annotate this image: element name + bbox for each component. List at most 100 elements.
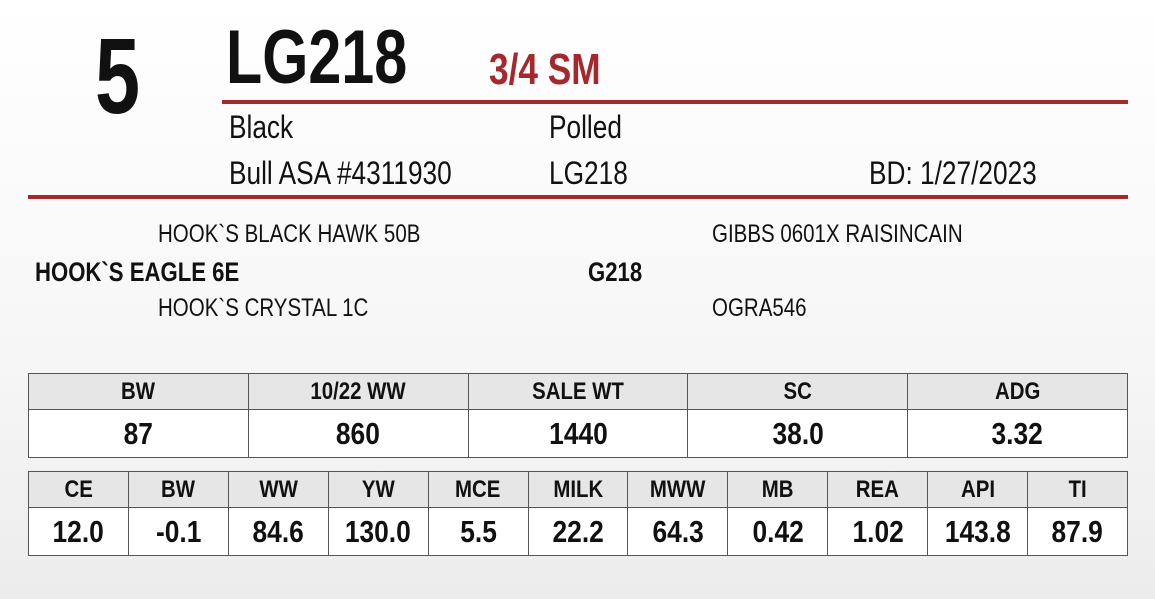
horn-text: Polled	[549, 109, 622, 145]
value-text: 143.8	[944, 513, 1011, 549]
value-cell: 0.42	[727, 507, 829, 556]
value-cell: 860	[247, 409, 469, 458]
value-text: 860	[336, 415, 381, 451]
animal-id: LG218	[226, 20, 458, 96]
value-cell: 143.8	[927, 507, 1029, 556]
value-cell: 1.02	[827, 507, 929, 556]
header-cell: SALE WT	[467, 373, 689, 410]
value-text: 84.6	[252, 513, 304, 549]
tattoo-text: LG218	[549, 155, 628, 191]
value-text: 130.0	[345, 513, 412, 549]
header-cell: REA	[827, 471, 929, 508]
header-text: ADG	[994, 377, 1041, 405]
value-text: 22.2	[552, 513, 604, 549]
registration: Bull ASA #4311930	[229, 155, 501, 191]
dam-dam-text: OGRA546	[712, 294, 807, 322]
dam-sire: GIBBS 0601X RAISINCAIN	[712, 220, 1018, 249]
dam-text: G218	[588, 257, 643, 287]
header-cell: TI	[1027, 471, 1128, 508]
sire: HOOK`S EAGLE 6E	[35, 257, 284, 288]
divider	[28, 195, 1128, 199]
header-text: MB	[761, 475, 794, 503]
header-text: TI	[1068, 475, 1087, 503]
header-cell: BW	[127, 471, 229, 508]
header-cell: 10/22 WW	[247, 373, 469, 410]
header-text: BW	[161, 475, 196, 503]
lot-number-text: 5	[95, 15, 141, 136]
header-text: BW	[121, 377, 156, 405]
header-cell: MB	[727, 471, 829, 508]
divider	[222, 100, 1128, 104]
value-cell: -0.1	[127, 507, 229, 556]
header-row: CE BW WW YW MCE MILK MWW MB REA API TI	[28, 471, 1128, 508]
value-cell: 130.0	[327, 507, 429, 556]
header-text: YW	[361, 475, 395, 503]
sire-sire: HOOK`S BLACK HAWK 50B	[158, 220, 478, 249]
header-text: SC	[783, 377, 812, 405]
lot-number: 5	[95, 22, 155, 130]
sire-sire-text: HOOK`S BLACK HAWK 50B	[158, 220, 421, 248]
value-cell: 87.9	[1027, 507, 1128, 556]
header-cell: MCE	[427, 471, 529, 508]
header-cell: YW	[327, 471, 429, 508]
header-text: CE	[64, 475, 93, 503]
header-text: MCE	[455, 475, 501, 503]
header-cell: SC	[687, 373, 909, 410]
value-cell: 5.5	[427, 507, 529, 556]
value-text: 3.32	[991, 415, 1044, 451]
header-text: MWW	[650, 475, 706, 503]
value-text: 87	[123, 415, 154, 451]
value-text: 1440	[548, 415, 608, 451]
dam-sire-text: GIBBS 0601X RAISINCAIN	[712, 220, 963, 248]
header-text: 10/22 WW	[310, 377, 406, 405]
value-row: 87 860 1440 38.0 3.32	[28, 409, 1128, 458]
header-text: REA	[856, 475, 900, 503]
value-text: 64.3	[652, 513, 704, 549]
birth-date: BD: 1/27/2023	[869, 155, 1074, 191]
value-cell: 22.2	[527, 507, 629, 556]
performance-table: BW 10/22 WW SALE WT SC ADG 87 860 1440 38.0 3.32	[28, 373, 1128, 458]
dam: G218	[588, 257, 654, 288]
sire-dam: HOOK`S CRYSTAL 1C	[158, 294, 415, 323]
value-cell: 1440	[467, 409, 689, 458]
sire-text: HOOK`S EAGLE 6E	[35, 257, 240, 287]
header-cell: MWW	[627, 471, 729, 508]
header-cell: CE	[28, 471, 129, 508]
header-row: BW 10/22 WW SALE WT SC ADG	[28, 373, 1128, 410]
registration-text: Bull ASA #4311930	[229, 155, 452, 191]
dam-dam: OGRA546	[712, 294, 827, 323]
animal-id-text: LG218	[226, 15, 408, 100]
value-cell: 87	[28, 409, 249, 458]
breed-text: 3/4 SM	[489, 45, 601, 94]
value-cell: 3.32	[907, 409, 1128, 458]
breed: 3/4 SM	[489, 48, 628, 92]
value-cell: 38.0	[687, 409, 909, 458]
header-text: SALE WT	[532, 377, 624, 405]
birth-date-text: BD: 1/27/2023	[869, 155, 1037, 191]
header-cell: ADG	[907, 373, 1128, 410]
value-text: 12.0	[52, 513, 105, 549]
header-cell: BW	[28, 373, 249, 410]
value-text: 38.0	[772, 415, 824, 451]
header-cell: API	[927, 471, 1029, 508]
value-cell: 64.3	[627, 507, 729, 556]
sire-dam-text: HOOK`S CRYSTAL 1C	[158, 294, 369, 322]
tattoo: LG218	[549, 155, 645, 191]
value-text: -0.1	[155, 513, 202, 549]
value-text: 1.02	[852, 513, 904, 549]
color-text: Black	[229, 109, 294, 145]
value-text: 0.42	[752, 513, 804, 549]
value-cell: 84.6	[227, 507, 329, 556]
value-text: 87.9	[1051, 513, 1104, 549]
header-text: WW	[259, 475, 298, 503]
header-text: MILK	[553, 475, 603, 503]
header-cell: WW	[227, 471, 329, 508]
epd-table: CE BW WW YW MCE MILK MWW MB REA API TI 12.0 -0.1 84.6…	[28, 471, 1128, 556]
value-row: 12.0 -0.1 84.6 130.0 5.5 22.2 64.3 0.42 1.02 143.…	[28, 507, 1128, 556]
horn: Polled	[549, 109, 638, 145]
header-text: API	[960, 475, 995, 503]
header-cell: MILK	[527, 471, 629, 508]
value-cell: 12.0	[28, 507, 129, 556]
color: Black	[229, 109, 307, 145]
